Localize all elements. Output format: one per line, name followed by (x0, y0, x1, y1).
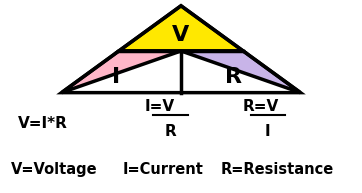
Text: R: R (225, 67, 242, 87)
Polygon shape (181, 51, 300, 93)
Text: V=Voltage: V=Voltage (11, 162, 97, 177)
Text: I: I (112, 67, 120, 87)
Text: I: I (265, 124, 271, 139)
Text: V=I*R: V=I*R (18, 116, 68, 131)
Polygon shape (62, 51, 181, 93)
Polygon shape (119, 6, 243, 51)
Text: R: R (164, 124, 176, 139)
Text: R=Resistance: R=Resistance (221, 162, 334, 177)
Text: V: V (172, 25, 190, 45)
Text: I=V: I=V (145, 99, 175, 114)
Text: R=V: R=V (243, 99, 279, 114)
Text: I=Current: I=Current (123, 162, 204, 177)
